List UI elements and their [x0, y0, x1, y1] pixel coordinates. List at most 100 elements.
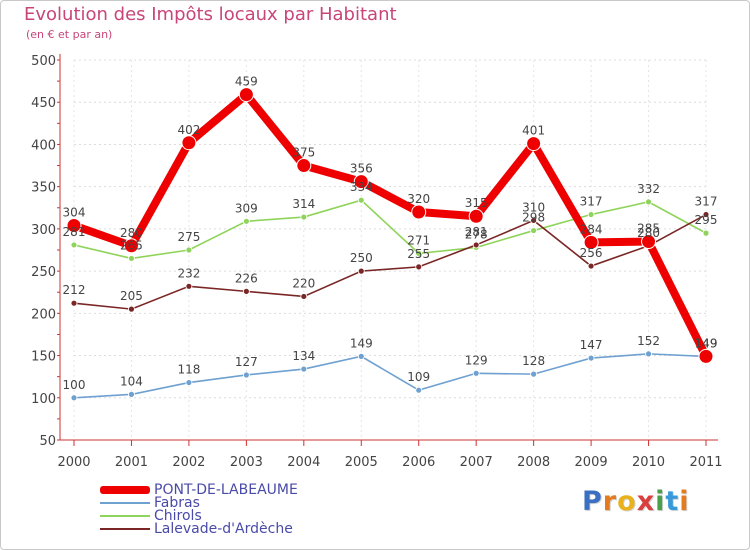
x-tick-label: 2009: [575, 455, 608, 470]
y-tick-label: 300: [31, 223, 56, 238]
data-label: 109: [407, 370, 430, 384]
data-label: 127: [235, 355, 258, 369]
series-point: [186, 247, 192, 253]
y-tick-label: 400: [31, 138, 56, 153]
series-point: [71, 300, 77, 306]
series-point: [301, 214, 307, 220]
series-line-0: [74, 95, 706, 357]
data-label: 317: [695, 195, 718, 209]
legend-swatch: [100, 502, 150, 504]
data-label: 285: [637, 222, 660, 236]
series-point: [473, 370, 479, 376]
series-point: [473, 242, 479, 248]
data-label: 309: [235, 201, 258, 215]
y-tick-label: 200: [31, 307, 56, 322]
data-label: 356: [350, 162, 373, 176]
series-point: [186, 283, 192, 289]
series-point: [416, 387, 422, 393]
x-tick-label: 2002: [172, 455, 205, 470]
data-label: 280: [120, 226, 143, 240]
series-point: [243, 218, 249, 224]
x-tick-label: 2008: [517, 455, 550, 470]
x-tick-label: 2006: [402, 455, 435, 470]
data-label: 284: [580, 222, 603, 236]
y-tick-label: 450: [31, 96, 56, 111]
series-point: [358, 353, 364, 359]
data-label: 149: [350, 336, 373, 350]
x-tick-label: 2000: [57, 455, 90, 470]
data-label: 104: [120, 374, 143, 388]
grid-layer: [74, 60, 706, 440]
logo-letter: i: [679, 486, 689, 517]
y-tick-label: 100: [31, 392, 56, 407]
series-point: [699, 349, 713, 363]
logo-letter: P: [582, 486, 603, 517]
series-point: [128, 391, 134, 397]
data-label: 320: [407, 192, 430, 206]
data-label: 265: [120, 238, 143, 252]
x-tick-label: 2010: [632, 455, 665, 470]
series-point: [301, 366, 307, 372]
series-point: [646, 351, 652, 357]
data-label: 310: [522, 200, 545, 214]
data-label: 220: [292, 276, 315, 290]
series-point: [71, 242, 77, 248]
series-point: [128, 255, 134, 261]
data-label: 401: [522, 124, 545, 138]
data-label: 334: [350, 180, 373, 194]
y-tick-label: 250: [31, 265, 56, 280]
logo-letter: r: [603, 486, 617, 517]
legend-swatch: [100, 528, 150, 530]
legend-swatch: [100, 486, 150, 494]
data-label: 281: [465, 225, 488, 239]
data-label: 255: [407, 247, 430, 261]
series-point: [243, 288, 249, 294]
x-tick-label: 2007: [460, 455, 493, 470]
x-tick-label: 2001: [115, 455, 148, 470]
data-label: 232: [177, 266, 200, 280]
logo-letter: t: [665, 486, 679, 517]
series-point: [646, 199, 652, 205]
y-tick-label: 500: [31, 54, 56, 69]
data-label: 205: [120, 289, 143, 303]
series-point: [527, 137, 541, 151]
series-point: [358, 197, 364, 203]
series-point: [412, 205, 426, 219]
data-label: 149: [695, 336, 718, 350]
series-point: [243, 372, 249, 378]
axis-layer: 50 100 150 200 250 300 350 400 450 500 2000 2001 200…: [31, 54, 722, 470]
series-point: [416, 264, 422, 270]
data-label: 304: [63, 206, 86, 220]
x-tick-label: 2011: [689, 455, 722, 470]
data-label: 314: [292, 197, 315, 211]
proxiti-logo: Proxiti: [582, 486, 690, 517]
data-label: 250: [350, 251, 373, 265]
series-point: [182, 136, 196, 150]
data-label: 118: [177, 363, 200, 377]
series-point: [358, 268, 364, 274]
series-point: [301, 293, 307, 299]
series-point: [588, 212, 594, 218]
x-tick-label: 2003: [230, 455, 263, 470]
series-point: [588, 263, 594, 269]
data-label: 332: [637, 182, 660, 196]
x-tick-label: 2004: [287, 455, 320, 470]
logo-letter: i: [655, 486, 665, 517]
data-label: 128: [522, 354, 545, 368]
data-label: 281: [63, 225, 86, 239]
data-label: 295: [695, 213, 718, 227]
data-label: 271: [407, 233, 430, 247]
series-point: [128, 306, 134, 312]
series-point: [71, 395, 77, 401]
logo-letter: o: [617, 486, 637, 517]
series-point: [239, 88, 253, 102]
data-label: 129: [465, 353, 488, 367]
series-point: [703, 230, 709, 236]
series-point: [297, 159, 311, 173]
legend-swatch: [100, 515, 150, 517]
data-label: 375: [292, 146, 315, 160]
series-point: [531, 228, 537, 234]
line-chart: 501001502002503003504004505002000 2001 200…: [0, 0, 750, 550]
data-label: 459: [235, 75, 258, 89]
